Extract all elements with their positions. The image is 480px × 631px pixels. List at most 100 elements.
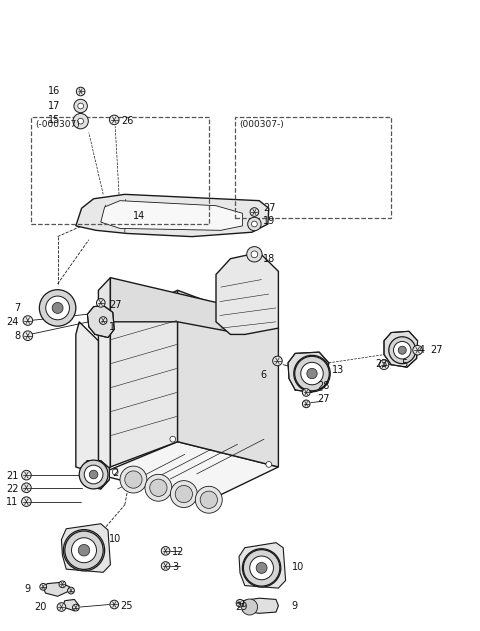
Polygon shape [242, 598, 278, 613]
Circle shape [307, 369, 317, 379]
Polygon shape [110, 290, 178, 467]
Circle shape [248, 217, 261, 231]
Circle shape [22, 497, 31, 507]
Polygon shape [101, 201, 242, 230]
Circle shape [175, 485, 192, 503]
Circle shape [302, 400, 310, 408]
Bar [31, 117, 209, 224]
Text: 28: 28 [317, 381, 329, 391]
Polygon shape [216, 252, 278, 334]
Circle shape [125, 471, 142, 488]
Circle shape [256, 562, 267, 574]
Circle shape [23, 316, 33, 326]
Circle shape [294, 355, 330, 392]
Polygon shape [98, 442, 278, 502]
Circle shape [236, 599, 244, 607]
Circle shape [200, 491, 217, 509]
Circle shape [300, 362, 324, 386]
Circle shape [413, 345, 422, 355]
Text: 27: 27 [263, 203, 276, 213]
Circle shape [252, 221, 257, 227]
Circle shape [39, 290, 76, 326]
Polygon shape [76, 322, 98, 475]
Polygon shape [384, 331, 418, 367]
Circle shape [22, 483, 31, 493]
Circle shape [379, 360, 389, 370]
Text: 25: 25 [120, 601, 132, 611]
Text: 27: 27 [109, 300, 122, 310]
Text: 9: 9 [24, 584, 30, 594]
Text: 13: 13 [332, 365, 345, 375]
Circle shape [65, 531, 103, 569]
Text: 16: 16 [48, 86, 60, 96]
Text: 8: 8 [14, 331, 21, 341]
Circle shape [96, 298, 105, 307]
Text: 5: 5 [401, 359, 408, 369]
Circle shape [150, 479, 167, 497]
Circle shape [243, 550, 280, 586]
Text: 4: 4 [419, 345, 425, 355]
Circle shape [247, 247, 262, 262]
Circle shape [46, 296, 70, 320]
Circle shape [112, 469, 118, 475]
Circle shape [63, 529, 105, 571]
Circle shape [266, 461, 272, 468]
Text: 27: 27 [317, 394, 329, 404]
Circle shape [52, 302, 63, 314]
Text: 12: 12 [172, 547, 184, 557]
Text: 22: 22 [6, 484, 18, 494]
Circle shape [394, 341, 411, 359]
Circle shape [23, 331, 33, 341]
Polygon shape [43, 582, 70, 596]
Circle shape [302, 389, 310, 396]
Polygon shape [98, 322, 110, 475]
Circle shape [145, 475, 172, 501]
Text: 6: 6 [260, 370, 266, 380]
Circle shape [71, 537, 97, 563]
Polygon shape [288, 352, 329, 392]
Bar [235, 117, 391, 218]
Polygon shape [61, 524, 110, 572]
Circle shape [307, 368, 317, 379]
Circle shape [241, 599, 258, 615]
Circle shape [68, 587, 74, 594]
Circle shape [195, 487, 222, 513]
Circle shape [170, 436, 176, 442]
Text: 17: 17 [48, 101, 60, 111]
Circle shape [389, 337, 416, 363]
Polygon shape [110, 278, 245, 334]
Text: 11: 11 [6, 497, 18, 507]
Text: (000307-): (000307-) [239, 120, 284, 129]
Circle shape [250, 556, 274, 580]
Text: 19: 19 [263, 216, 276, 226]
Text: 7: 7 [14, 303, 21, 313]
Text: 14: 14 [133, 211, 146, 221]
Polygon shape [87, 305, 114, 338]
Text: 27: 27 [430, 345, 443, 355]
Circle shape [398, 346, 406, 354]
Circle shape [295, 357, 329, 391]
Text: 15: 15 [48, 115, 60, 125]
Text: (-000307): (-000307) [35, 120, 80, 129]
Circle shape [301, 362, 323, 385]
Text: 26: 26 [121, 116, 133, 126]
Circle shape [72, 604, 79, 611]
Polygon shape [81, 461, 109, 489]
Circle shape [99, 317, 107, 324]
Circle shape [250, 208, 259, 216]
Circle shape [79, 460, 108, 489]
Circle shape [74, 99, 87, 113]
Polygon shape [63, 599, 79, 611]
Circle shape [84, 465, 103, 484]
Text: 29: 29 [236, 602, 248, 612]
Circle shape [273, 356, 282, 366]
Circle shape [78, 545, 90, 556]
Text: 23: 23 [375, 359, 388, 369]
Polygon shape [98, 278, 110, 334]
Text: 2: 2 [112, 468, 118, 478]
Text: 20: 20 [35, 602, 47, 612]
Circle shape [256, 562, 267, 574]
Circle shape [78, 103, 84, 109]
Circle shape [100, 465, 106, 471]
Circle shape [78, 544, 90, 557]
